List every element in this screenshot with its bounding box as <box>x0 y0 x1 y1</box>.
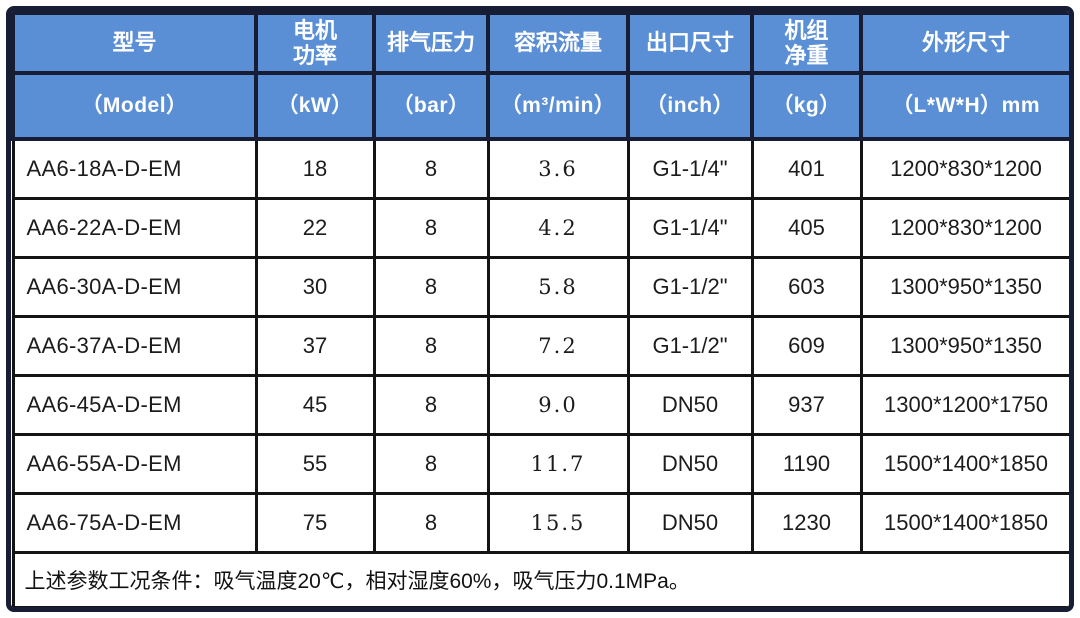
cell-flow: 15.5 <box>486 491 630 554</box>
cell-pressure: 8 <box>372 373 490 436</box>
cell-pressure: 8 <box>372 255 490 318</box>
cell-outlet: G1-1/4" <box>626 196 754 259</box>
cell-outlet: DN50 <box>626 432 754 495</box>
cell-pressure: 8 <box>372 196 490 259</box>
cell-pressure: 8 <box>372 137 490 200</box>
table-row: AA6-30A-D-EM 30 8 5.8 G1-1/2" 603 1300*9… <box>11 255 1069 318</box>
cell-power: 37 <box>254 314 376 377</box>
header-pressure: 排气压力 <box>372 11 490 75</box>
cell-dimensions: 1200*830*1200 <box>859 196 1069 259</box>
unit-pressure: （bar） <box>372 71 490 141</box>
cell-outlet: G1-1/4" <box>626 137 754 200</box>
cell-pressure: 8 <box>372 432 490 495</box>
cell-model: AA6-45A-D-EM <box>11 373 258 436</box>
footnote-text: 上述参数工况条件：吸气温度20℃，相对湿度60%，吸气压力0.1MPa。 <box>11 550 1069 607</box>
cell-flow: 11.7 <box>486 432 630 495</box>
table-header: 型号 电机 功率 排气压力 容积流量 出口尺寸 机组 净重 外形尺寸 （Mode… <box>11 11 1069 141</box>
cell-outlet: DN50 <box>626 491 754 554</box>
unit-flow: （m³/min） <box>486 71 630 141</box>
header-weight: 机组 净重 <box>750 11 863 75</box>
header-dimensions: 外形尺寸 <box>859 11 1069 75</box>
cell-weight: 405 <box>750 196 863 259</box>
cell-dimensions: 1500*1400*1850 <box>859 432 1069 495</box>
cell-flow: 3.6 <box>486 137 630 200</box>
table-row: AA6-37A-D-EM 37 8 7.2 G1-1/2" 609 1300*9… <box>11 314 1069 377</box>
unit-weight: （kg） <box>750 71 863 141</box>
cell-outlet: G1-1/2" <box>626 314 754 377</box>
cell-dimensions: 1500*1400*1850 <box>859 491 1069 554</box>
cell-flow: 4.2 <box>486 196 630 259</box>
cell-flow: 9.0 <box>486 373 630 436</box>
cell-outlet: DN50 <box>626 373 754 436</box>
table-row: AA6-22A-D-EM 22 8 4.2 G1-1/4" 405 1200*8… <box>11 196 1069 259</box>
unit-power: （kW） <box>254 71 376 141</box>
cell-model: AA6-75A-D-EM <box>11 491 258 554</box>
cell-model: AA6-30A-D-EM <box>11 255 258 318</box>
table-row: AA6-75A-D-EM 75 8 15.5 DN50 1230 1500*14… <box>11 491 1069 554</box>
header-power: 电机 功率 <box>254 11 376 75</box>
cell-weight: 401 <box>750 137 863 200</box>
cell-weight: 609 <box>750 314 863 377</box>
cell-weight: 1230 <box>750 491 863 554</box>
header-model: 型号 <box>11 11 258 75</box>
cell-outlet: G1-1/2" <box>626 255 754 318</box>
header-outlet: 出口尺寸 <box>626 11 754 75</box>
cell-flow: 5.8 <box>486 255 630 318</box>
cell-dimensions: 1300*1200*1750 <box>859 373 1069 436</box>
unit-model: （Model） <box>11 71 258 141</box>
table-row: AA6-18A-D-EM 18 8 3.6 G1-1/4" 401 1200*8… <box>11 137 1069 200</box>
cell-weight: 603 <box>750 255 863 318</box>
header-flow: 容积流量 <box>486 11 630 75</box>
cell-power: 30 <box>254 255 376 318</box>
cell-flow: 7.2 <box>486 314 630 377</box>
table-body: AA6-18A-D-EM 18 8 3.6 G1-1/4" 401 1200*8… <box>11 137 1069 554</box>
cell-model: AA6-37A-D-EM <box>11 314 258 377</box>
spec-table: 型号 电机 功率 排气压力 容积流量 出口尺寸 机组 净重 外形尺寸 （Mode… <box>11 11 1069 607</box>
cell-dimensions: 1200*830*1200 <box>859 137 1069 200</box>
cell-weight: 937 <box>750 373 863 436</box>
unit-dimensions: （L*W*H）mm <box>859 71 1069 141</box>
footnote-row: 上述参数工况条件：吸气温度20℃，相对湿度60%，吸气压力0.1MPa。 <box>11 550 1069 607</box>
table-row: AA6-45A-D-EM 45 8 9.0 DN50 937 1300*1200… <box>11 373 1069 436</box>
table-row: AA6-55A-D-EM 55 8 11.7 DN50 1190 1500*14… <box>11 432 1069 495</box>
header-unit-row: （Model） （kW） （bar） （m³/min） （inch） （kg） … <box>11 71 1069 141</box>
spec-table-wrapper: 型号 电机 功率 排气压力 容积流量 出口尺寸 机组 净重 外形尺寸 （Mode… <box>6 6 1074 612</box>
cell-pressure: 8 <box>372 491 490 554</box>
cell-model: AA6-18A-D-EM <box>11 137 258 200</box>
cell-weight: 1190 <box>750 432 863 495</box>
cell-dimensions: 1300*950*1350 <box>859 255 1069 318</box>
cell-power: 75 <box>254 491 376 554</box>
table-footer: 上述参数工况条件：吸气温度20℃，相对湿度60%，吸气压力0.1MPa。 <box>11 550 1069 607</box>
cell-pressure: 8 <box>372 314 490 377</box>
header-title-row: 型号 电机 功率 排气压力 容积流量 出口尺寸 机组 净重 外形尺寸 <box>11 11 1069 75</box>
cell-dimensions: 1300*950*1350 <box>859 314 1069 377</box>
cell-model: AA6-55A-D-EM <box>11 432 258 495</box>
cell-power: 18 <box>254 137 376 200</box>
cell-power: 22 <box>254 196 376 259</box>
cell-power: 55 <box>254 432 376 495</box>
cell-model: AA6-22A-D-EM <box>11 196 258 259</box>
unit-outlet: （inch） <box>626 71 754 141</box>
cell-power: 45 <box>254 373 376 436</box>
